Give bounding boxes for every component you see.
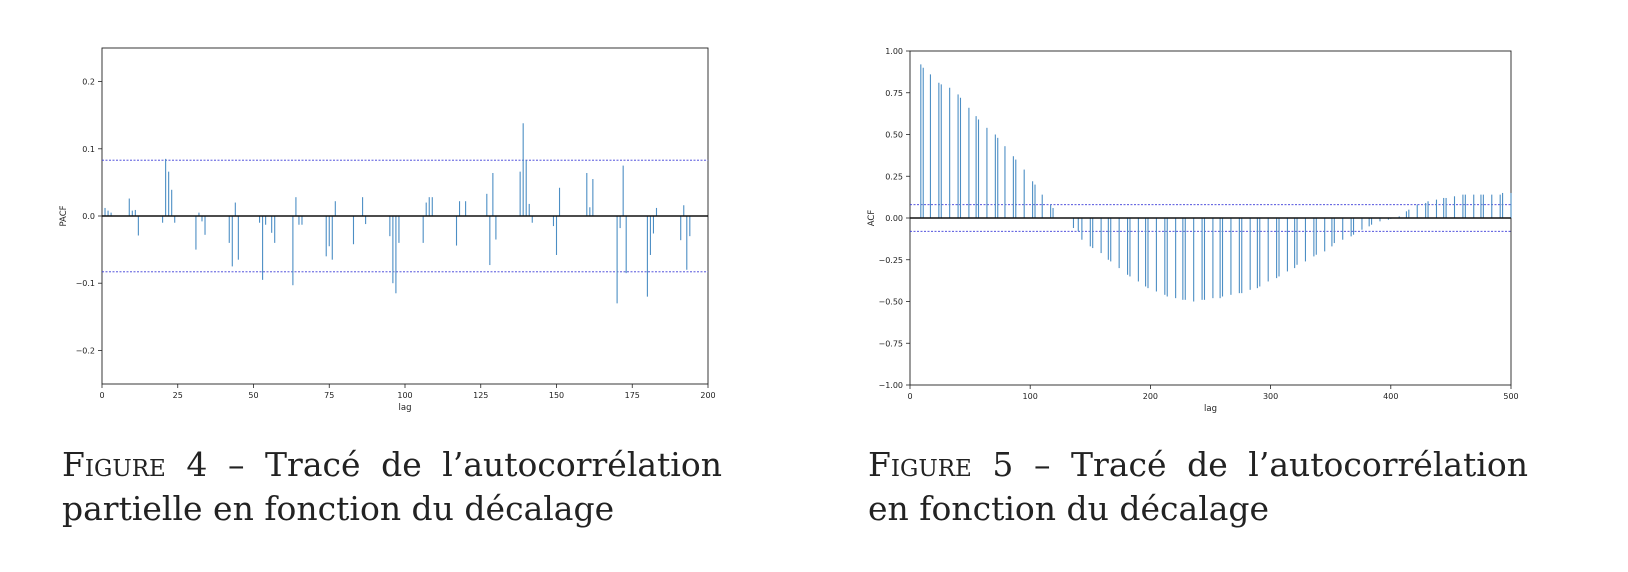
caption-text: Tracé de l’autocorrélation par­tielle en… — [62, 445, 722, 528]
x-tick-label: 200 — [1143, 392, 1158, 401]
x-tick-label: 400 — [1383, 392, 1398, 401]
x-tick-label: 300 — [1263, 392, 1278, 401]
y-tick-label: −1.00 — [878, 381, 903, 390]
y-tick-label: 0.25 — [885, 172, 903, 181]
y-tick-label: 0.50 — [885, 131, 903, 140]
figure-4: −0.2 −0.1 0.0 0.1 0.2 0 25 50 75 100 125 150 175 200 l… — [0, 0, 790, 572]
y-tick-label: 0.00 — [885, 214, 903, 223]
x-tick-label: 150 — [549, 391, 564, 400]
y-tick-label: 0.1 — [82, 145, 95, 154]
y-tick-label: −0.2 — [76, 346, 95, 355]
caption-number: 4 — [186, 445, 208, 484]
figure-4-caption: Figure 4 – Tracé de l’autocorrélation pa… — [62, 443, 722, 531]
caption-text: Tracé de l’autocorrélation en fonction d… — [868, 445, 1528, 528]
y-tick-label: −0.25 — [878, 256, 903, 265]
x-tick-label: 500 — [1503, 392, 1518, 401]
y-tick-label: −0.1 — [76, 279, 95, 288]
y-axis-label: PACF — [59, 205, 69, 226]
x-tick-label: 75 — [324, 391, 334, 400]
x-tick-label: 0 — [907, 392, 912, 401]
y-tick-label: 0.75 — [885, 89, 903, 98]
x-tick-label: 50 — [248, 391, 258, 400]
caption-number: 5 — [992, 445, 1014, 484]
y-tick-label: 0.2 — [82, 78, 95, 87]
x-tick-label: 175 — [625, 391, 640, 400]
y-tick-label: 0.0 — [82, 212, 95, 221]
x-tick-label: 125 — [473, 391, 488, 400]
pacf-chart: −0.2 −0.1 0.0 0.1 0.2 0 25 50 75 100 125 150 175 200 l… — [59, 47, 716, 413]
caption-separator: – — [1013, 445, 1072, 484]
x-axis-label: lag — [399, 403, 412, 413]
y-axis-label: ACF — [867, 210, 877, 227]
caption-separator: – — [207, 445, 266, 484]
x-tick-label: 100 — [1023, 392, 1038, 401]
figure-5: −1.00 −0.75 −0.50 −0.25 0.00 0.25 0.50 0.75 1.00… — [840, 0, 1628, 572]
x-tick-label: 25 — [173, 391, 183, 400]
figure-5-caption: Figure 5 – Tracé de l’autocorrélation en… — [868, 443, 1528, 531]
acf-chart: −1.00 −0.75 −0.50 −0.25 0.00 0.25 0.50 0.75 1.00… — [867, 47, 1519, 414]
x-axis-label: lag — [1204, 404, 1217, 414]
x-tick-label: 200 — [700, 391, 715, 400]
y-tick-label: 1.00 — [885, 47, 903, 56]
x-tick-label: 100 — [397, 391, 412, 400]
y-tick-label: −0.50 — [878, 298, 903, 307]
caption-label: Figure — [868, 445, 972, 484]
x-tick-label: 0 — [99, 391, 104, 400]
y-tick-label: −0.75 — [878, 339, 903, 348]
caption-label: Figure — [62, 445, 166, 484]
